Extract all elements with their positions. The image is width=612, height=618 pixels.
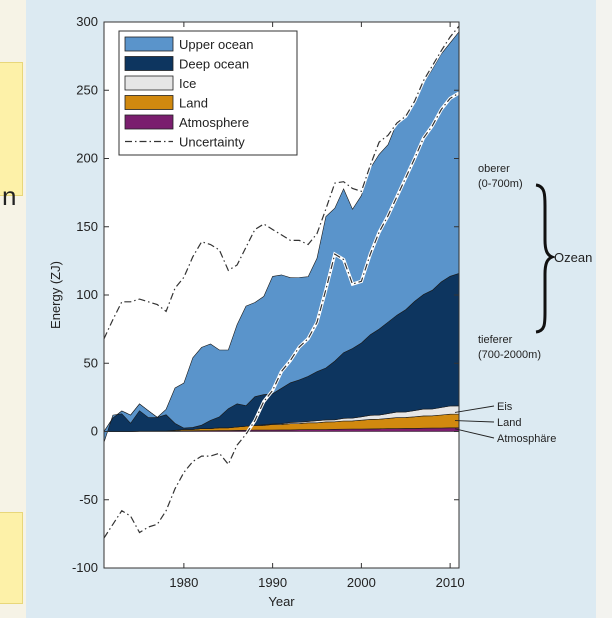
- y-axis-label: Energy (ZJ): [48, 261, 63, 329]
- note-letter: n: [2, 181, 17, 211]
- x-tick-label: 1980: [169, 575, 198, 590]
- axes: -100 -50 0 50 100 150 200 250 300 1980 1990 2000 201…: [48, 14, 465, 609]
- x-tick-label: 1990: [258, 575, 287, 590]
- y-tick-label: 0: [91, 424, 98, 439]
- annotation-eis: Eis: [497, 401, 513, 413]
- legend: Upper ocean Deep ocean Ice Land Atmosphere Un…: [118, 30, 298, 156]
- annotation-atmosphaere: Atmosphäre: [497, 433, 556, 445]
- x-tick-label: 2000: [347, 575, 376, 590]
- annotations: oberer (0-700m) tieferer (700-2000m) Ozean Ei…: [454, 163, 592, 445]
- annotation-tieferer-range: (700-2000m): [478, 349, 541, 361]
- brace: [535, 183, 557, 334]
- sticky-note: n: [0, 62, 23, 211]
- leader-atmosphaere: [454, 428, 495, 439]
- uncertainty-lower-line: [103, 92, 460, 539]
- y-tick-label: 150: [76, 219, 98, 234]
- leader-eis: [454, 405, 495, 413]
- annotation-oberer: oberer: [478, 163, 510, 175]
- uncertainty-lines: [102, 25, 461, 539]
- annotation-ozean: Ozean: [554, 250, 592, 265]
- y-tick-label: -50: [79, 492, 98, 507]
- annotation-oberer-range: (0-700m): [478, 178, 523, 190]
- y-tick-label: 250: [76, 82, 98, 97]
- y-tick-label: 50: [84, 355, 98, 370]
- uncertainty-upper-line: [103, 25, 460, 339]
- legend-swatch-ice: [124, 75, 174, 91]
- y-tick-label: 100: [76, 287, 98, 302]
- right-margin: [596, 0, 612, 618]
- y-tick-label: 300: [76, 14, 98, 29]
- annotation-tieferer: tieferer: [478, 334, 513, 346]
- legend-box: [118, 30, 298, 156]
- figure-panel: -100 -50 0 50 100 150 200 250 300 1980 1990 2000 201…: [26, 0, 612, 618]
- legend-label: Uncertainty: [179, 135, 245, 150]
- legend-swatch-deep-ocean: [124, 56, 174, 71]
- y-tick-label: -100: [72, 560, 98, 575]
- x-tick-label: 2010: [436, 575, 465, 590]
- x-axis-label: Year: [268, 594, 295, 609]
- legend-swatch-land: [124, 95, 174, 110]
- legend-label: Ice: [179, 76, 196, 91]
- legend-label: Atmosphere: [179, 115, 249, 130]
- legend-swatch-upper-ocean: [124, 36, 174, 52]
- annotation-land: Land: [497, 417, 521, 429]
- y-tick-label: 200: [76, 151, 98, 166]
- legend-swatch-atmosphere: [124, 114, 174, 130]
- legend-label: Upper ocean: [179, 37, 253, 52]
- leader-land: [454, 420, 495, 423]
- legend-label: Deep ocean: [179, 57, 249, 72]
- energy-chart: -100 -50 0 50 100 150 200 250 300 1980 1990 2000 201…: [48, 14, 592, 609]
- legend-label: Land: [179, 96, 208, 111]
- sticky-note-lower: [0, 512, 23, 604]
